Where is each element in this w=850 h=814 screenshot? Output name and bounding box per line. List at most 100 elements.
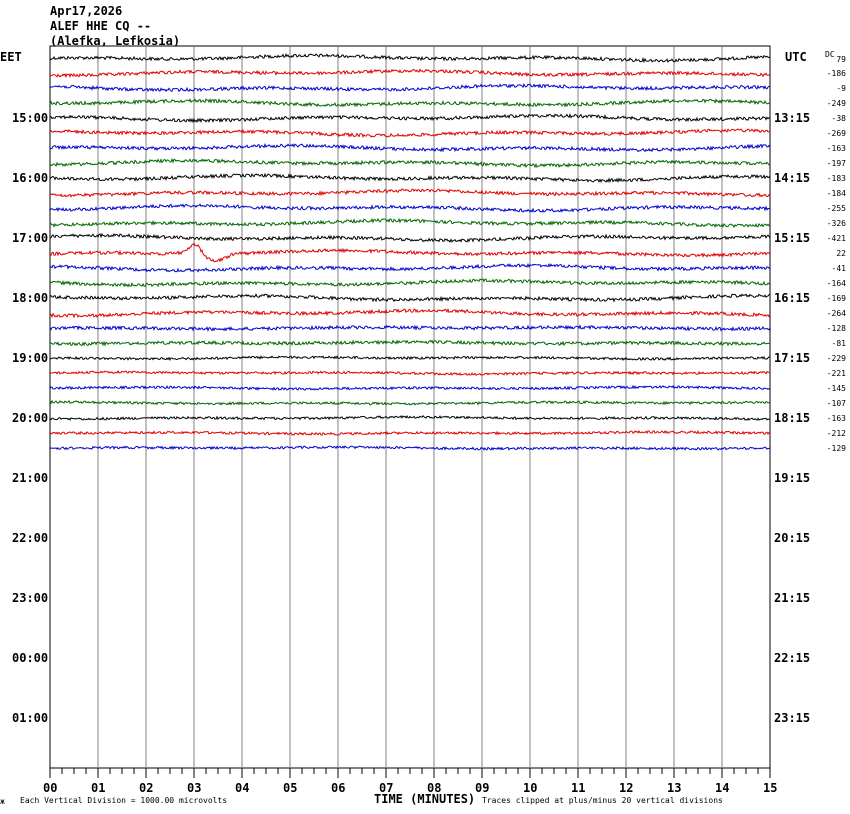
right-hour-label: 20:15 [774,531,811,545]
trace-row-24 [49,399,771,406]
x-tick-label: 02 [139,781,154,795]
plot-frame [49,45,771,769]
x-tick-label: 05 [283,781,298,795]
trace-offset-label: -183 [826,174,846,183]
x-tick-label: 06 [331,781,346,795]
left-hour-label: 01:00 [12,711,49,725]
right-hour-label: 21:15 [774,591,811,605]
x-tick-label: 07 [379,781,394,795]
trace-row-13 [49,232,771,243]
trace-offset-label: -264 [826,309,846,318]
trace-offset-label: -128 [826,324,846,333]
trace-offset-label: 79 [836,55,846,64]
left-hour-label: 20:00 [12,411,49,425]
trace-offset-label: -163 [826,414,846,423]
trace-offset-label: -107 [826,399,846,408]
right-hour-label: 15:15 [774,231,811,245]
trace-offset-label: -169 [826,294,846,303]
trace-row-23 [49,384,771,391]
x-tick-label: 14 [715,781,730,795]
right-timezone-label: UTC [785,50,807,64]
x-tick-label: 09 [475,781,490,795]
left-hour-label: 16:00 [12,171,49,185]
trace-offset-label: -186 [826,69,846,78]
trace-offset-label: -326 [826,219,846,228]
left-hour-label: 23:00 [12,591,49,605]
x-tick-label: 00 [43,781,58,795]
trace-row-5 [49,112,771,124]
trace-row-18 [49,307,771,319]
left-hour-label: 00:00 [12,651,49,665]
trace-offset-label: -229 [826,354,846,363]
right-hour-label: 13:15 [774,111,811,125]
trace-row-9 [49,172,771,184]
x-tick-label: 01 [91,781,106,795]
trace-offset-label: -81 [831,339,846,348]
dc-label: DC [825,50,835,59]
trace-row-6 [49,128,771,138]
trace-offset-label: -255 [826,204,846,213]
trace-row-12 [50,217,771,229]
right-hour-label: 23:15 [774,711,811,725]
corner-mark: ж [0,797,5,806]
trace-offset-label: -221 [826,369,846,378]
trace-row-16 [49,278,771,288]
trace-row-25 [49,415,771,421]
trace-row-20 [49,339,771,347]
left-hour-label: 18:00 [12,291,49,305]
trace-offset-label: -145 [826,384,846,393]
trace-offset-label: -41 [831,264,846,273]
record-date: Apr17,2026 [50,4,123,18]
x-tick-label: 13 [667,781,682,795]
trace-offset-label: -197 [826,159,846,168]
x-axis-title: TIME (MINUTES) [374,792,476,806]
trace-row-4 [49,97,771,108]
left-hour-label: 21:00 [12,471,49,485]
x-tick-label: 04 [235,781,250,795]
trace-offset-label: -129 [826,444,846,453]
trace-row-8 [49,157,771,169]
left-timezone-label: EET [0,50,22,64]
left-hour-label: 22:00 [12,531,49,545]
right-hour-label: 19:15 [774,471,811,485]
trace-row-19 [49,324,771,333]
right-hour-label: 17:15 [774,351,811,365]
station-code: ALEF HHE CQ -- [50,19,152,33]
trace-row-15 [49,262,771,273]
clipping-note: Traces clipped at plus/minus 20 vertical… [482,796,723,805]
trace-offset-label: -421 [826,234,846,243]
trace-row-3 [49,82,771,93]
trace-offset-label: -212 [826,429,846,438]
trace-offset-label: -163 [826,144,846,153]
right-hour-label: 18:15 [774,411,811,425]
trace-offset-label: -184 [826,189,846,198]
x-tick-label: 10 [523,781,538,795]
trace-offset-label: -249 [826,99,846,108]
x-tick-label: 11 [571,781,586,795]
trace-offset-label: -9 [836,84,846,93]
x-tick-label: 15 [763,781,778,795]
trace-row-11 [49,203,771,213]
x-tick-label: 03 [187,781,202,795]
trace-offset-label: 22 [836,249,846,258]
left-hour-label: 15:00 [12,111,49,125]
trace-row-1 [49,53,771,64]
right-hour-label: 22:15 [774,651,811,665]
trace-row-26 [49,429,771,436]
trace-offset-label: -269 [826,129,846,138]
trace-row-27 [49,445,771,451]
trace-row-2 [50,68,771,79]
x-tick-label: 08 [427,781,442,795]
vertical-division-note: Each Vertical Division = 1000.00 microvo… [20,796,228,805]
trace-row-7 [49,142,771,153]
station-location: (Alefka, Lefkosia) [50,34,181,48]
left-hour-label: 19:00 [12,351,49,365]
right-hour-label: 14:15 [774,171,811,185]
trace-row-10 [49,188,771,198]
right-hour-label: 16:15 [774,291,811,305]
trace-offset-label: -38 [831,114,846,123]
trace-row-22 [49,369,771,376]
trace-row-17 [49,293,771,303]
trace-offset-label: -164 [826,279,846,288]
left-hour-label: 17:00 [12,231,49,245]
